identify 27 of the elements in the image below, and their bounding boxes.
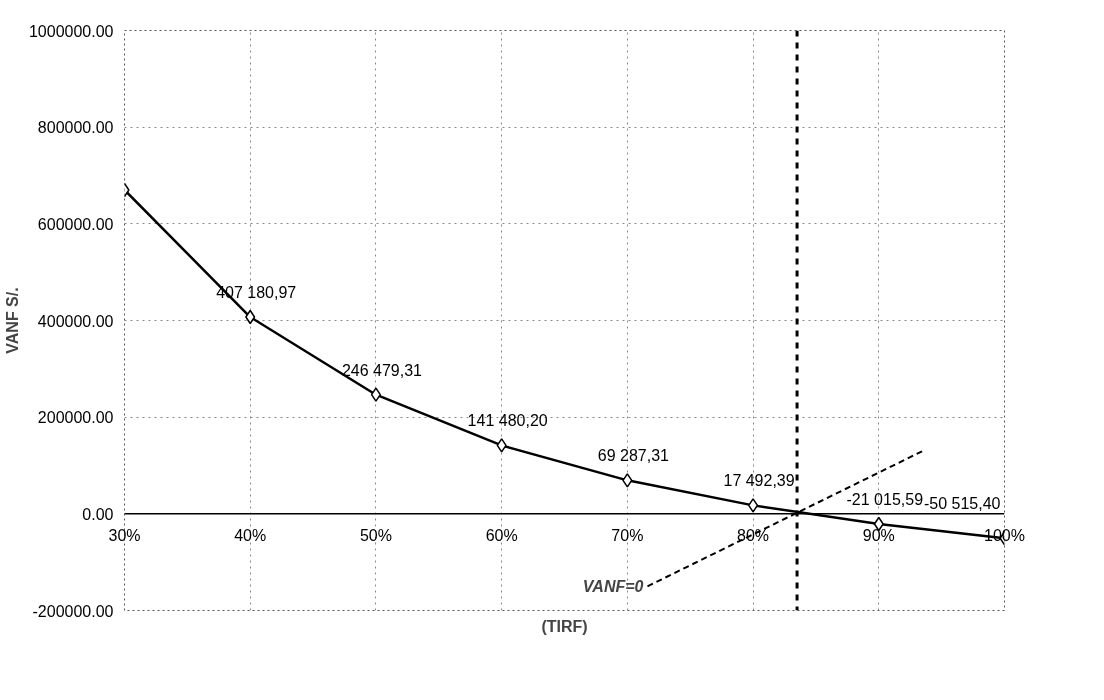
data-label: 17 492,39 bbox=[723, 472, 795, 490]
data-label: 246 479,31 bbox=[341, 361, 423, 379]
x-tick-label: 50% bbox=[359, 526, 392, 544]
data-label: 141 480,20 bbox=[467, 412, 548, 430]
x-axis-title: (TIRF) bbox=[541, 617, 588, 635]
y-tick-label: 200000.00 bbox=[37, 409, 114, 427]
point bbox=[496, 438, 507, 453]
x-tick-label: 40% bbox=[234, 526, 267, 544]
y-tick-label: 600000.00 bbox=[37, 215, 114, 233]
y-tick-label: 0.00 bbox=[82, 505, 114, 523]
point bbox=[747, 498, 759, 513]
y-axis-title: VANF S/. bbox=[3, 287, 21, 354]
point bbox=[370, 387, 382, 402]
annotation: VANF=0 bbox=[582, 577, 644, 595]
data-label: -21 015,59 bbox=[846, 490, 924, 508]
y-tick-label: 400000.00 bbox=[37, 312, 114, 330]
x-tick-label: 60% bbox=[485, 526, 518, 544]
x-tick-label: 30% bbox=[108, 526, 141, 544]
point bbox=[622, 473, 633, 488]
data-label: -50 515,40 bbox=[923, 495, 1001, 513]
x-tick-label: 90% bbox=[862, 526, 895, 544]
y-tick-label: 800000.00 bbox=[37, 119, 114, 137]
x-tick-label: 80% bbox=[737, 526, 770, 544]
data-label: 69 287,31 bbox=[597, 447, 670, 465]
x-tick-label: 70% bbox=[611, 526, 644, 544]
y-tick-label: -200000.00 bbox=[32, 602, 114, 620]
y-tick-label: 1000000.00 bbox=[28, 22, 114, 40]
